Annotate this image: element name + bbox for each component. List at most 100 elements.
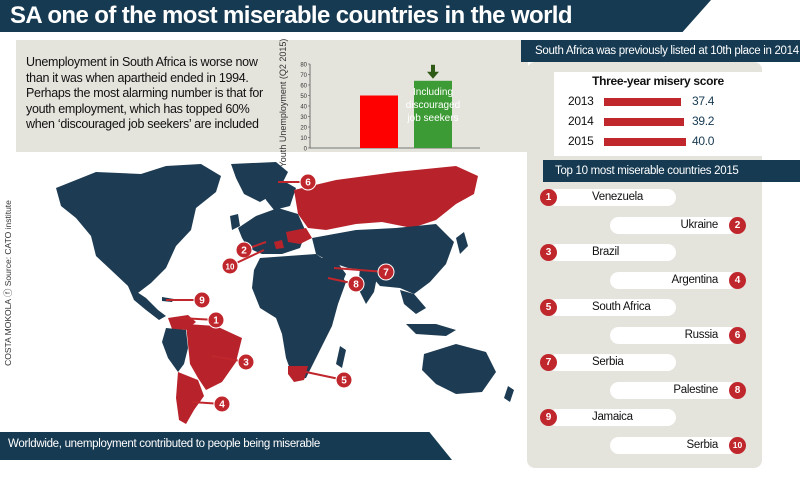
youth-chart-ytick: 70	[300, 73, 307, 79]
intro-text: Unemployment in South Africa is worse no…	[26, 55, 263, 131]
map-region-asia	[312, 224, 454, 294]
top10-item: South Africa	[548, 299, 676, 316]
rank-badge: 5	[540, 299, 557, 316]
rank-badge: 1	[540, 189, 557, 206]
top10-item: Ukraine	[610, 216, 738, 234]
misery-value: 37.4	[692, 94, 715, 108]
map-region-indonesia	[406, 324, 456, 336]
youth-chart-ytick: 20	[300, 126, 307, 132]
map-region-europe	[238, 208, 306, 254]
rank-badge: 8	[729, 381, 746, 399]
misery-score-box: Three-year misery score 2013 37.4 2014 39.2…	[554, 72, 762, 156]
misery-value: 40.0	[692, 134, 715, 148]
rank-badge: 9	[540, 409, 557, 426]
youth-chart-ytick: 50	[300, 94, 307, 100]
map-region-new-zealand	[504, 386, 514, 402]
top10-item: Russia	[610, 326, 738, 344]
youth-chart-ytick: 30	[300, 115, 307, 121]
map-marker-rank: 7	[383, 268, 389, 279]
map-region-india	[358, 268, 378, 304]
arrow-down-icon	[427, 71, 439, 79]
youth-chart-ytick: 40	[300, 105, 307, 111]
map-marker	[221, 257, 239, 275]
map-region-australia	[422, 344, 496, 394]
map-region-south-africa	[288, 366, 308, 382]
map-marker	[213, 395, 231, 413]
map-marker-rank: 2	[241, 246, 247, 257]
top10-item: Serbia	[610, 436, 738, 454]
map-marker	[207, 311, 225, 329]
world-map: 6 2 10 7 8 91 3 5 4	[56, 162, 514, 424]
map-region-madagascar	[336, 346, 346, 368]
map-region-scandinavia	[262, 180, 296, 210]
map-marker-rank: 3	[243, 358, 249, 369]
map-region-japan	[456, 232, 468, 254]
map-region-central-america	[128, 286, 166, 320]
map-region-africa	[252, 254, 346, 380]
top10-item: Serbia	[548, 354, 676, 371]
title-banner: SA one of the most miserable countries i…	[0, 0, 711, 32]
top10-item: Brazil	[548, 244, 676, 261]
top10-item: Argentina	[610, 271, 738, 289]
map-marker	[193, 291, 211, 309]
map-region-south-america-west	[162, 328, 188, 372]
youth-unemployment-chart: 80 70 60 50 40 30 20 10 0 Including discouraged jo…	[300, 63, 480, 153]
youth-chart-ytick: 10	[300, 136, 307, 142]
map-region-argentina	[176, 372, 204, 424]
youth-chart-bar	[360, 95, 398, 148]
youth-chart-bar	[414, 80, 452, 148]
rank-badge: 2	[729, 216, 746, 234]
map-marker	[237, 353, 255, 371]
map-markers: 6 2 10 7 8 91 3 5 4	[166, 173, 395, 413]
arrow-down-icon	[431, 64, 435, 73]
map-marker	[347, 275, 365, 293]
map-region-russia	[294, 166, 478, 230]
youth-chart-ytick: 80	[300, 63, 307, 69]
map-marker	[235, 241, 253, 259]
misery-year-label: 2013	[568, 94, 594, 108]
rank-badge: 6	[729, 326, 746, 344]
misery-bar	[604, 138, 686, 146]
rank-badge: 10	[729, 436, 746, 454]
map-marker-rank: 8	[353, 280, 359, 291]
credit-line: COSTA MOKOLA ⓕ Source: CATO institute	[3, 200, 13, 366]
map-marker	[299, 173, 317, 191]
youth-chart-ytick: 0	[304, 147, 308, 153]
map-region-serbia	[274, 240, 284, 249]
top10-item: Venezuela	[548, 189, 676, 206]
map-marker-rank: 9	[199, 296, 205, 307]
map-region-se-asia	[400, 290, 426, 314]
youth-chart-bars	[360, 80, 452, 148]
misery-year-label: 2014	[568, 114, 594, 128]
map-marker-rank: 6	[305, 178, 311, 189]
map-marker-rank: 5	[341, 376, 347, 387]
youth-chart-annotation: Including discouraged job seekers	[406, 64, 460, 124]
map-region-ukraine	[286, 228, 312, 244]
youth-chart-ylabel: Youth Unemployment (Q2 2015)	[278, 38, 288, 168]
map-marker-rank: 4	[219, 400, 225, 411]
map-marker-rank: 1	[213, 316, 219, 327]
youth-chart-ytick: 60	[300, 84, 307, 90]
map-marker	[377, 263, 395, 281]
map-region-uk	[230, 214, 240, 230]
misery-score-title: Three-year misery score	[592, 74, 724, 88]
map-marker-leader	[333, 267, 387, 273]
footer-banner: Worldwide, unemployment contributed to p…	[0, 432, 452, 460]
page-title: SA one of the most miserable countries i…	[10, 2, 573, 29]
misery-bar	[604, 118, 685, 126]
map-marker-rank: 10	[226, 263, 235, 272]
top10-item: Palestine	[610, 381, 738, 399]
previous-listing-banner: South Africa was previously listed at 10…	[521, 40, 800, 62]
misery-value: 39.2	[692, 114, 715, 128]
rank-badge: 3	[540, 244, 557, 261]
misery-year-label: 2015	[568, 134, 594, 148]
rank-badge: 4	[729, 271, 746, 289]
top10-item: Jamaica	[548, 409, 676, 426]
misery-bar	[604, 98, 681, 106]
rank-badge: 7	[540, 354, 557, 371]
map-region-north-america	[56, 164, 221, 296]
map-land	[56, 162, 514, 424]
footer-text: Worldwide, unemployment contributed to p…	[8, 438, 320, 450]
youth-chart-annotation-text: Including discouraged job seekers	[406, 87, 460, 124]
map-marker	[335, 371, 353, 389]
